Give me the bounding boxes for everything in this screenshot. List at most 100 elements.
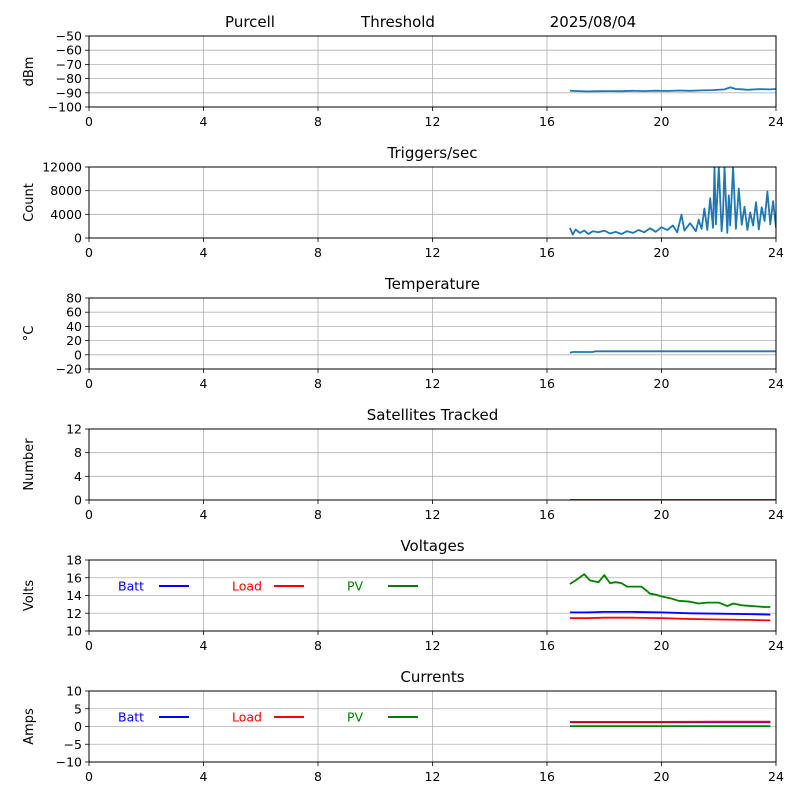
y-tick-label: −60: [56, 43, 82, 58]
x-tick-label: 8: [314, 376, 322, 391]
x-tick-label: 20: [654, 376, 670, 391]
x-tick-label: 0: [85, 769, 93, 784]
mode-label: Threshold: [360, 13, 435, 31]
series-line-batt: [569, 611, 771, 616]
x-tick-label: 20: [654, 507, 670, 522]
y-tick-label: 80: [66, 291, 82, 306]
chart-panel-voltages: 10 12 14 16 18 0 4 8 12 16 20 24 Voltages Volts Batt Lo…: [22, 537, 784, 653]
chart-title: Voltages: [400, 537, 464, 555]
x-tick-label: 4: [200, 638, 208, 653]
chart-panel-power: −100−90−80−70−60−50 0 4 8 12 16 20 24 dBm: [22, 29, 784, 130]
x-tick-label: 8: [314, 114, 322, 129]
y-axis-label: Number: [22, 438, 37, 491]
y-tick-label: 12000: [42, 160, 82, 175]
x-tick-label: 24: [768, 245, 784, 260]
y-axis-label: Amps: [22, 708, 37, 745]
y-tick-label: 12: [66, 606, 82, 621]
y-tick-label: 4: [74, 469, 82, 484]
x-tick-label: 16: [539, 245, 555, 260]
plot-frame: [88, 166, 777, 239]
y-tick-label: −20: [56, 362, 82, 377]
x-tick-label: 24: [768, 769, 784, 784]
legend-label-load: Load: [232, 579, 262, 594]
y-axis-label: Count: [22, 183, 37, 222]
x-tick-label: 16: [539, 376, 555, 391]
y-tick-label: −5: [64, 737, 82, 752]
y-tick-label: −70: [56, 57, 82, 72]
panels-group: −100−90−80−70−60−500 4 8 12 16 20 24dBm0400080…: [22, 29, 784, 785]
x-tick-label: 16: [539, 638, 555, 653]
y-tick-label: 0: [74, 347, 82, 362]
series-line: [569, 350, 776, 354]
y-tick-label: 60: [66, 305, 82, 320]
x-tick-label: 0: [85, 638, 93, 653]
chart-panel-currents: −10 −5 0 5 10 0 4 8 12 16 20 24 Currents Amps Batt Load…: [22, 668, 784, 784]
y-tick-label: 14: [66, 588, 82, 603]
legend-label-pv: PV: [347, 710, 364, 725]
chart-panel-triggers: 0 4000 8000 12000 0 4 8 12 16 20 24 Triggers/sec Cou…: [22, 144, 784, 260]
x-tick-label: 20: [654, 638, 670, 653]
chart-title: Currents: [400, 668, 464, 686]
plot-frame: [88, 35, 777, 108]
plot-frame: [88, 690, 777, 763]
y-tick-label: 12: [66, 422, 82, 437]
x-tick-label: 0: [85, 245, 93, 260]
x-tick-label: 24: [768, 376, 784, 391]
series-line: [569, 86, 776, 93]
chart-title: Satellites Tracked: [367, 406, 498, 424]
x-tick-label: 24: [768, 114, 784, 129]
legend-label-batt: Batt: [118, 710, 144, 725]
x-tick-label: 4: [200, 114, 208, 129]
x-tick-label: 4: [200, 507, 208, 522]
x-tick-label: 24: [768, 507, 784, 522]
chart-panel-satellites: 0 4 8 12 0 4 8 12 16 20 24 Satellites Tracked Number: [22, 406, 784, 522]
x-tick-label: 16: [539, 114, 555, 129]
series-line-load: [569, 616, 771, 622]
y-tick-label: 10: [66, 684, 82, 699]
y-tick-label: −10: [56, 755, 82, 770]
x-tick-label: 20: [654, 114, 670, 129]
y-tick-label: −100: [48, 100, 82, 115]
y-tick-label: 0: [74, 493, 82, 508]
x-tick-label: 8: [314, 507, 322, 522]
x-tick-label: 12: [425, 769, 441, 784]
y-tick-label: 20: [66, 333, 82, 348]
y-axis-label: dBm: [22, 57, 37, 87]
chart-title: Triggers/sec: [387, 144, 478, 162]
x-tick-label: 0: [85, 376, 93, 391]
plot-frame: [88, 428, 777, 501]
x-tick-label: 4: [200, 245, 208, 260]
plot-frame: [88, 559, 777, 632]
y-tick-label: −90: [56, 85, 82, 100]
date-label: 2025/08/04: [550, 13, 636, 31]
y-tick-label: 0: [74, 231, 82, 246]
x-tick-label: 16: [539, 769, 555, 784]
x-tick-label: 20: [654, 245, 670, 260]
station-label: Purcell: [225, 13, 275, 31]
y-tick-label: 8000: [50, 183, 82, 198]
x-tick-label: 12: [425, 507, 441, 522]
legend-label-pv: PV: [347, 579, 364, 594]
x-tick-label: 0: [85, 507, 93, 522]
y-tick-label: 0: [74, 719, 82, 734]
legend-label-load: Load: [232, 710, 262, 725]
x-tick-label: 8: [314, 769, 322, 784]
chart-title: Temperature: [384, 275, 480, 293]
y-tick-label: 10: [66, 624, 82, 639]
plot-frame: [88, 297, 777, 370]
y-tick-label: 5: [74, 701, 82, 716]
x-tick-label: 4: [200, 376, 208, 391]
x-tick-label: 4: [200, 769, 208, 784]
x-tick-label: 12: [425, 376, 441, 391]
y-tick-label: 18: [66, 553, 82, 568]
x-tick-label: 8: [314, 638, 322, 653]
x-tick-label: 16: [539, 507, 555, 522]
y-tick-label: 4000: [50, 207, 82, 222]
x-tick-label: 12: [425, 638, 441, 653]
legend-label-batt: Batt: [118, 579, 144, 594]
y-tick-label: 16: [66, 570, 82, 585]
y-tick-label: 40: [66, 319, 82, 334]
y-tick-label: 8: [74, 445, 82, 460]
